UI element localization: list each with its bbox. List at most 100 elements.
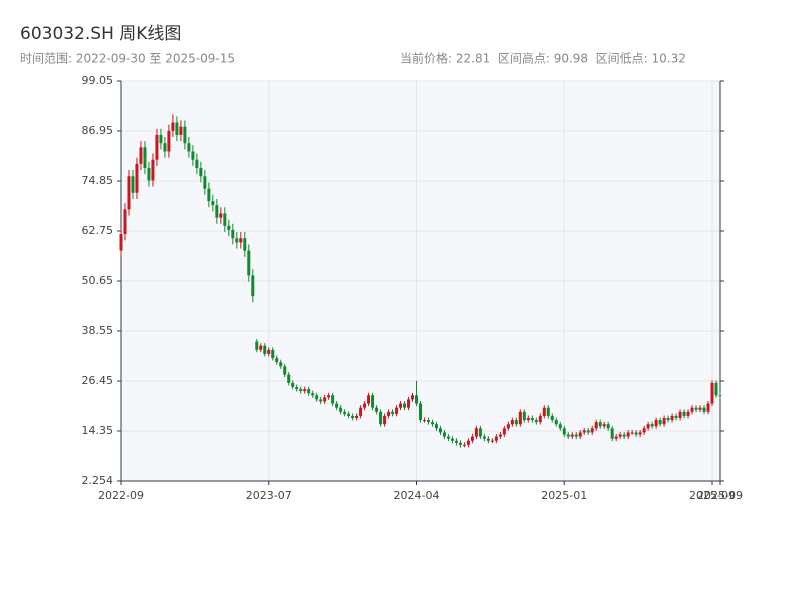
candle-body <box>618 434 622 437</box>
candle-body <box>642 428 646 433</box>
candle-body <box>654 420 658 427</box>
candle-body <box>662 417 666 425</box>
candle-body <box>303 389 307 392</box>
y-tick-label: 26.45 <box>82 374 114 387</box>
x-tick-label: 2025-09 <box>689 489 735 502</box>
candle-body <box>590 428 594 433</box>
candle-body <box>235 238 239 243</box>
candle-body <box>415 395 419 404</box>
candle-body <box>271 349 275 359</box>
candle-body <box>295 387 299 390</box>
candle-body <box>546 407 550 416</box>
candle-body <box>514 420 518 425</box>
candle-body <box>383 415 387 425</box>
candle-body <box>195 159 199 168</box>
candle-body <box>247 250 251 276</box>
candle-body <box>622 434 626 437</box>
candle-body <box>387 411 391 416</box>
candle-body <box>582 430 586 433</box>
candle-body <box>263 345 267 354</box>
candle-body <box>434 424 438 429</box>
candle-body <box>466 440 470 445</box>
candle-body <box>502 428 506 435</box>
candle-body <box>291 382 295 388</box>
candle-body <box>634 432 638 435</box>
candle-body <box>426 420 430 423</box>
candle-body <box>231 229 235 239</box>
candle-body <box>510 420 514 425</box>
candle-body <box>411 395 415 400</box>
candle-body <box>530 417 534 421</box>
candle-body <box>203 176 207 189</box>
x-tick-label: 2023-07 <box>246 489 292 502</box>
x-tick-label: 2025-09 <box>697 489 743 502</box>
candle-body <box>403 403 407 408</box>
candle-body <box>363 403 367 408</box>
candle-body <box>658 420 662 425</box>
y-tick-label: 2.254 <box>82 474 114 487</box>
candle-body <box>490 440 494 442</box>
candle-body <box>474 428 478 437</box>
candle-body <box>666 417 670 421</box>
candle-body <box>690 407 694 412</box>
candle-body <box>227 225 231 230</box>
candle-body <box>674 415 678 418</box>
candle-body <box>171 122 175 131</box>
candle-body <box>554 420 558 425</box>
candle-body <box>299 389 303 392</box>
candle-body <box>311 393 315 396</box>
candle-body <box>179 126 183 135</box>
candle-body <box>347 413 351 416</box>
candle-body <box>343 411 347 414</box>
candle-body <box>187 143 191 152</box>
candle-body <box>602 424 606 427</box>
candle-body <box>562 428 566 435</box>
candle-body <box>327 395 331 398</box>
candle-body <box>355 415 359 418</box>
candle-body <box>155 134 159 160</box>
candle-body <box>147 167 151 181</box>
y-tick-label: 38.55 <box>82 324 114 337</box>
candle-body <box>526 417 530 421</box>
candle-body <box>323 397 327 402</box>
candle-body <box>207 188 211 202</box>
candle-body <box>351 415 355 418</box>
candle-body <box>371 395 375 408</box>
candle-body <box>307 389 311 394</box>
candle-body <box>399 403 403 408</box>
candle-body <box>163 143 167 152</box>
candle-body <box>670 415 674 421</box>
candle-body <box>430 422 434 425</box>
candle-body <box>578 432 582 437</box>
chart-title: 603032.SH 周K线图 <box>20 24 181 44</box>
candle-body <box>462 444 466 446</box>
candle-body <box>139 147 143 164</box>
candle-body <box>714 382 718 396</box>
candle-body <box>702 407 706 412</box>
candle-body <box>123 209 127 235</box>
candle-body <box>223 213 227 226</box>
candle-body <box>682 411 686 416</box>
candle-body <box>319 399 323 402</box>
y-tick-label: 50.65 <box>82 274 114 287</box>
subtitle: 时间范围: 2022-09-30 至 2025-09-15 <box>20 52 235 66</box>
candle-body <box>598 422 602 427</box>
y-tick-label: 99.05 <box>82 74 114 87</box>
candle-body <box>283 366 287 375</box>
candle-body <box>594 422 598 429</box>
candle-body <box>335 403 339 408</box>
candle-body <box>566 434 570 437</box>
candle-body <box>610 428 614 439</box>
candle-body <box>478 428 482 437</box>
candle-body <box>678 411 682 418</box>
candle-body <box>638 432 642 435</box>
candle-body <box>630 432 634 434</box>
candle-body <box>175 122 179 135</box>
candle-body <box>151 159 155 181</box>
candle-body <box>442 432 446 437</box>
candle-body <box>375 407 379 412</box>
candle-body <box>167 130 171 152</box>
candle-body <box>498 434 502 437</box>
candle-body <box>159 134 163 144</box>
